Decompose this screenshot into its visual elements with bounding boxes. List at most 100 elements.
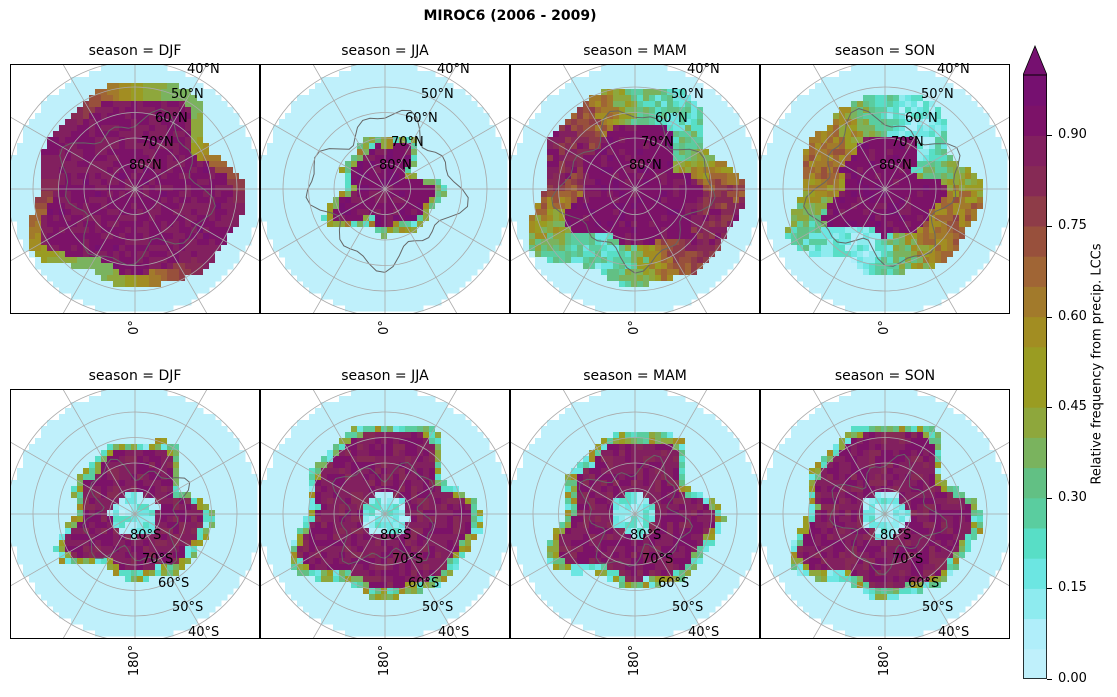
heatmap-cell <box>251 149 258 156</box>
heatmap-cell <box>179 263 186 270</box>
heatmap-cell <box>429 257 436 264</box>
heatmap-cell <box>381 233 388 240</box>
heatmap-cell <box>149 203 156 210</box>
heatmap-cell <box>387 227 394 234</box>
heatmap-cell <box>887 167 894 174</box>
heatmap-cell <box>607 71 614 78</box>
heatmap-cell <box>703 251 710 258</box>
heatmap-cell <box>399 137 406 144</box>
heatmap-cell <box>965 119 972 126</box>
heatmap-cell <box>303 149 310 156</box>
heatmap-cell <box>227 251 234 258</box>
heatmap-cell <box>815 179 822 186</box>
heatmap-cell <box>869 149 876 156</box>
heatmap-cell <box>483 185 490 192</box>
heatmap-cell <box>95 257 102 264</box>
heatmap-cell <box>191 293 198 300</box>
heatmap-cell <box>285 125 292 132</box>
heatmap-cell <box>673 293 680 300</box>
heatmap-cell <box>547 251 554 258</box>
heatmap-cell <box>297 203 304 210</box>
heatmap-cell <box>149 161 156 168</box>
heatmap-cell <box>149 185 156 192</box>
heatmap-cell <box>459 281 466 288</box>
heatmap-cell <box>541 161 548 168</box>
heatmap-cell <box>845 155 852 162</box>
heatmap-cell <box>113 161 120 168</box>
heatmap-cell <box>29 179 36 186</box>
heatmap-cell <box>833 113 840 120</box>
heatmap-cell <box>197 161 204 168</box>
heatmap-cell <box>23 191 30 198</box>
heatmap-cell <box>309 221 316 228</box>
heatmap-cell <box>71 251 78 258</box>
heatmap-cell <box>351 209 358 216</box>
heatmap-cell <box>453 191 460 198</box>
heatmap-cell <box>71 227 78 234</box>
heatmap-cell <box>953 125 960 132</box>
heatmap-cell <box>357 257 364 264</box>
heatmap-cell <box>851 125 858 132</box>
heatmap-cell <box>65 155 72 162</box>
heatmap-cell <box>185 113 192 120</box>
heatmap-cell <box>155 233 162 240</box>
heatmap-cell <box>899 203 906 210</box>
heatmap-cell <box>267 221 274 228</box>
heatmap-cell <box>887 191 894 198</box>
heatmap-cell <box>239 215 246 222</box>
heatmap-cell <box>965 197 972 204</box>
heatmap-cell <box>369 239 376 246</box>
heatmap-cell <box>471 179 478 186</box>
heatmap-cell <box>727 233 734 240</box>
heatmap-cell <box>71 215 78 222</box>
heatmap-cell <box>989 197 996 204</box>
heatmap-cell <box>65 173 72 180</box>
heatmap-cell <box>923 71 930 78</box>
heatmap-cell <box>387 203 394 210</box>
heatmap-cell <box>227 197 234 204</box>
heatmap-cell <box>203 149 210 156</box>
heatmap-cell <box>453 143 460 150</box>
heatmap-cell <box>71 293 78 300</box>
heatmap-cell <box>429 293 436 300</box>
heatmap-cell <box>285 191 292 198</box>
heatmap-cell <box>779 137 786 144</box>
heatmap-cell <box>691 143 698 150</box>
heatmap-cell <box>399 83 406 90</box>
heatmap-cell <box>161 257 168 264</box>
heatmap-cell <box>845 161 852 168</box>
heatmap-cell <box>245 239 252 246</box>
heatmap-cell <box>631 113 638 120</box>
heatmap-cell <box>411 269 418 276</box>
heatmap-cell <box>17 161 24 168</box>
heatmap-cell <box>893 143 900 150</box>
heatmap-cell <box>233 221 240 228</box>
heatmap-cell <box>429 239 436 246</box>
heatmap-cell <box>447 287 454 294</box>
heatmap-cell <box>423 77 430 84</box>
heatmap-cell <box>435 191 442 198</box>
heatmap-cell <box>285 215 292 222</box>
heatmap-cell <box>131 131 138 138</box>
heatmap-cell <box>23 131 30 138</box>
heatmap-cell <box>339 101 346 108</box>
heatmap-cell <box>441 221 448 228</box>
heatmap-cell <box>631 275 638 282</box>
heatmap-cell <box>447 185 454 192</box>
heatmap-cell <box>143 173 150 180</box>
heatmap-cell <box>239 227 246 234</box>
heatmap-cell <box>209 203 216 210</box>
heatmap-cell <box>339 233 346 240</box>
heatmap-cell <box>101 197 108 204</box>
heatmap-cell <box>655 245 662 252</box>
heatmap-cell <box>953 95 960 102</box>
heatmap-cell <box>947 95 954 102</box>
heatmap-cell <box>887 197 894 204</box>
heatmap-cell <box>77 161 84 168</box>
heatmap-cell <box>65 161 72 168</box>
heatmap-cell <box>601 233 608 240</box>
heatmap-cell <box>285 203 292 210</box>
heatmap-cell <box>785 137 792 144</box>
heatmap-cell <box>71 167 78 174</box>
heatmap-cell <box>411 161 418 168</box>
